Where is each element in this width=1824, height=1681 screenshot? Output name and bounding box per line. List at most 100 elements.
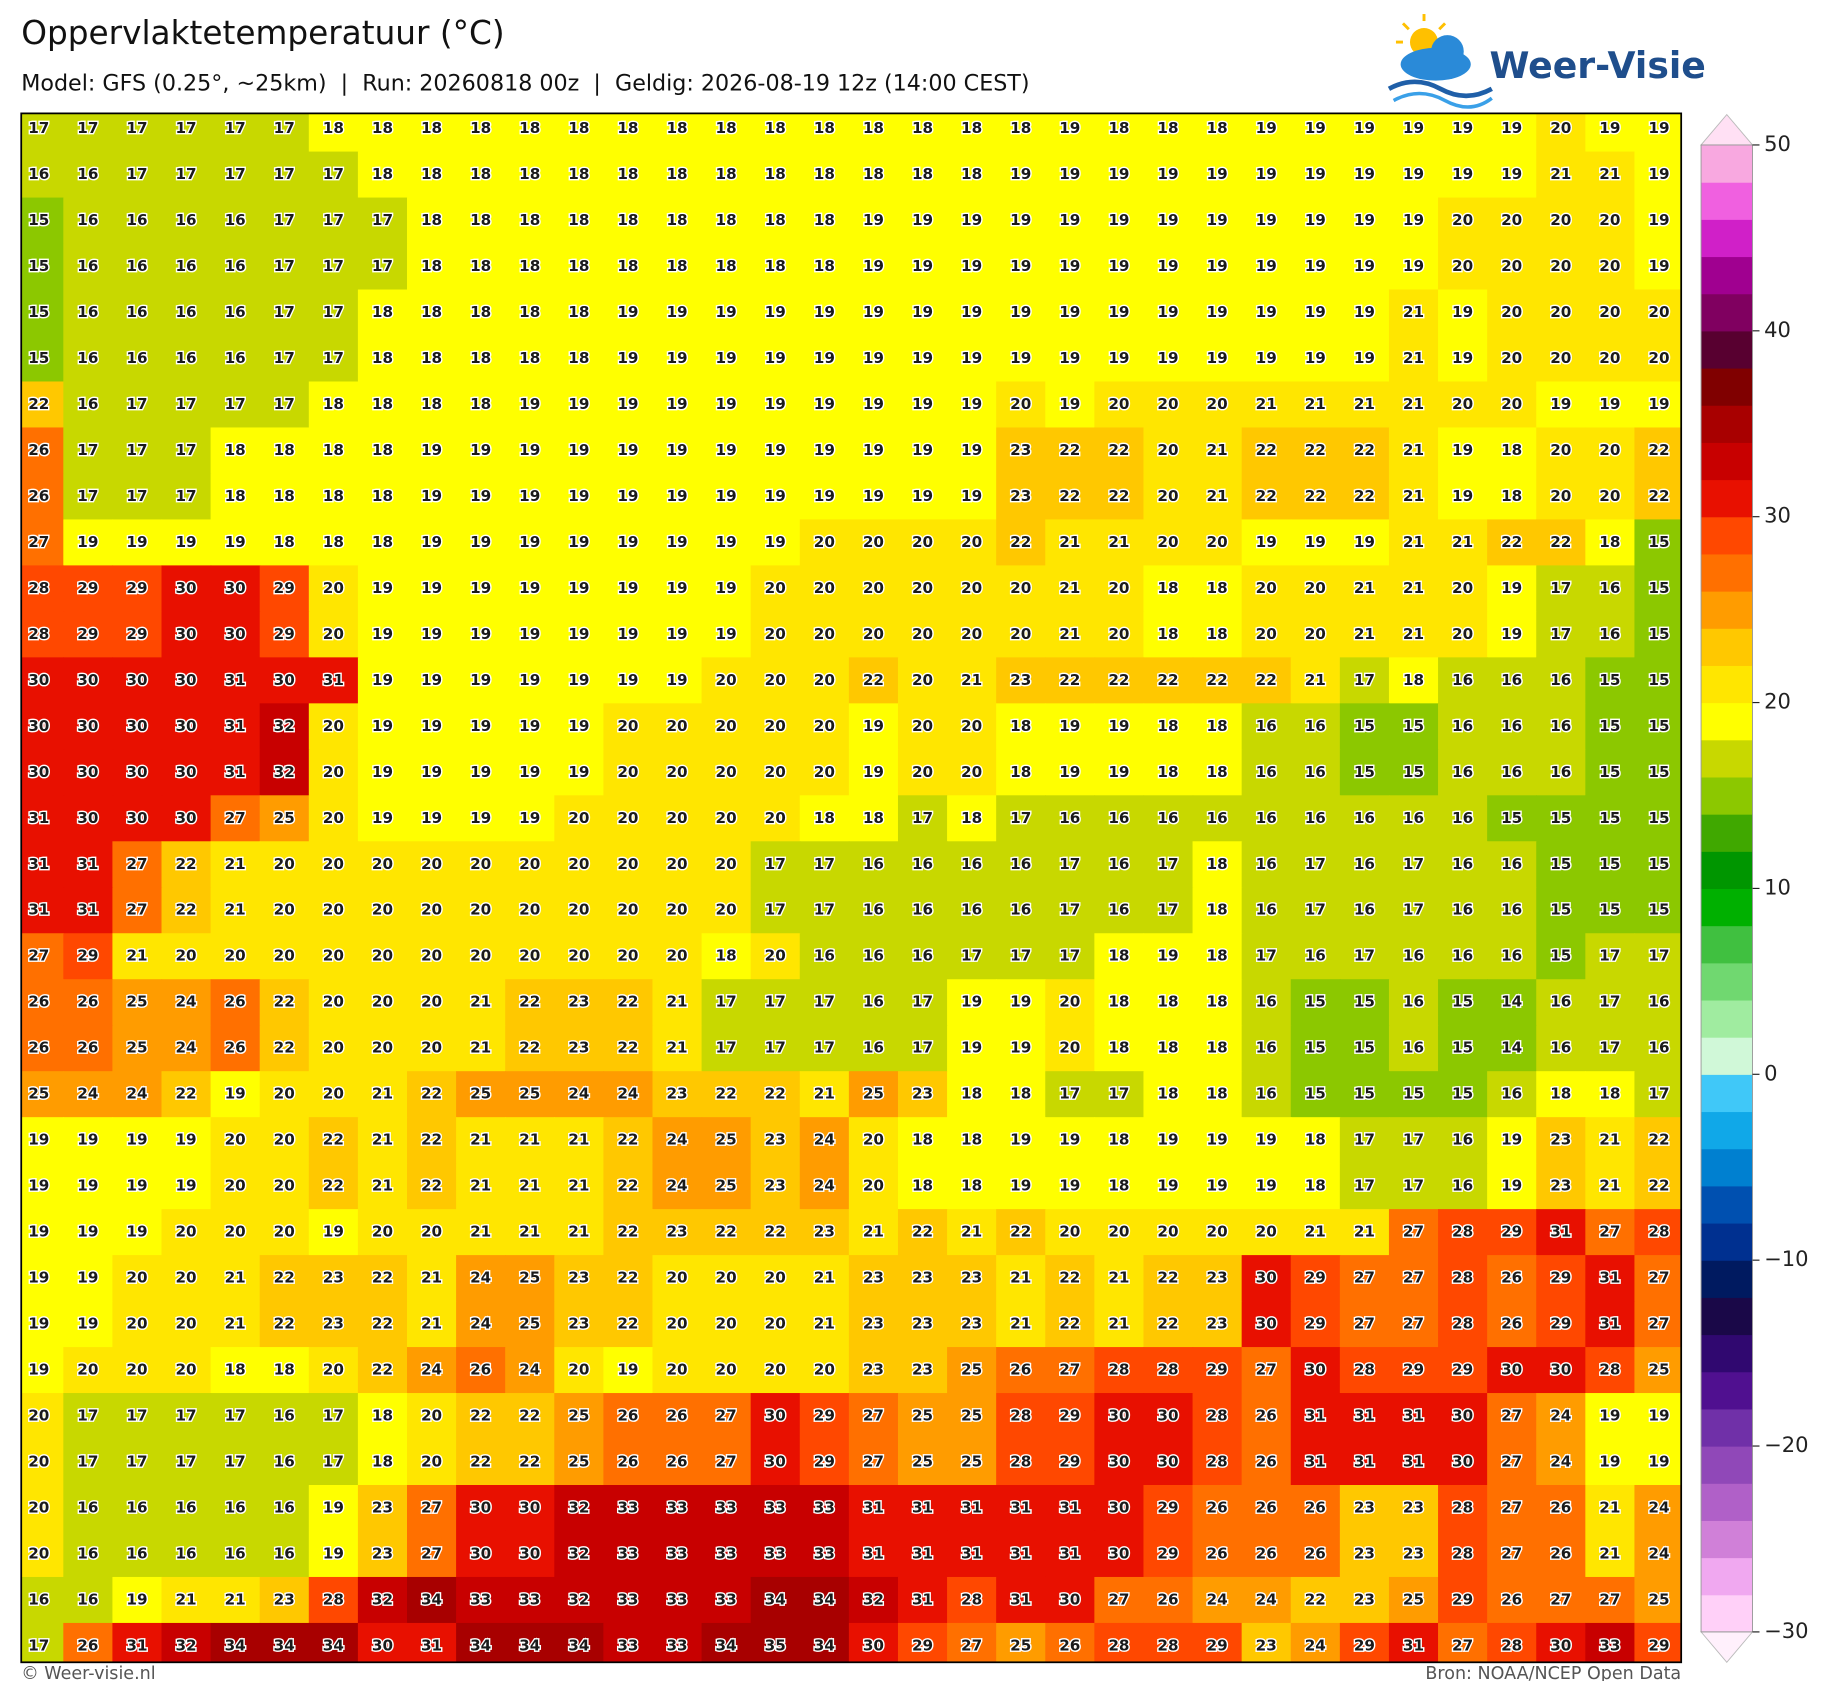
temp-cell — [63, 979, 114, 1026]
temp-label: 18 — [372, 533, 393, 551]
temp-label: 30 — [126, 717, 147, 735]
temp-label: 25 — [1010, 1636, 1031, 1654]
temp-cell — [848, 151, 899, 199]
temp-cell — [1634, 335, 1682, 383]
temp-label: 16 — [274, 1544, 295, 1562]
temp-label: 19 — [421, 717, 442, 735]
temp-cell — [161, 381, 212, 429]
temp-label: 20 — [323, 1361, 344, 1379]
temp-label: 19 — [1648, 1407, 1669, 1425]
temp-cell — [357, 1163, 408, 1210]
temp-cell — [406, 979, 457, 1026]
temp-cell — [897, 1071, 948, 1118]
temp-cell — [1438, 197, 1488, 245]
temp-label: 17 — [372, 211, 393, 229]
temp-cell — [505, 749, 555, 797]
temp-cell — [996, 151, 1046, 199]
temp-cell — [652, 1071, 703, 1118]
temp-label: 19 — [1305, 119, 1326, 137]
temp-label: 21 — [666, 993, 687, 1011]
temp-label: 19 — [961, 349, 982, 367]
temp-cell — [1388, 427, 1439, 475]
temp-label: 22 — [863, 671, 884, 689]
temp-label: 16 — [77, 349, 98, 367]
temp-cell — [603, 1071, 654, 1118]
temp-label: 17 — [1059, 947, 1080, 965]
temp-cell — [652, 933, 703, 980]
temp-label: 22 — [1059, 441, 1080, 459]
temp-cell — [1339, 1209, 1390, 1256]
temp-cell — [603, 703, 654, 751]
temp-label: 21 — [1599, 1177, 1620, 1195]
temp-label: 18 — [617, 165, 638, 183]
temp-cell — [456, 887, 506, 934]
temp-label: 21 — [1305, 395, 1326, 413]
temp-cell — [505, 565, 555, 613]
temp-label: 18 — [1108, 993, 1129, 1011]
temp-cell — [848, 381, 899, 429]
temp-cell — [505, 1025, 555, 1072]
temp-label: 20 — [421, 855, 442, 873]
temp-cell — [63, 1301, 114, 1348]
temp-cell — [308, 427, 359, 475]
temp-label: 18 — [519, 349, 540, 367]
temp-label: 16 — [1452, 763, 1473, 781]
temp-cell — [1388, 519, 1439, 567]
temp-cell — [947, 243, 997, 291]
temp-label: 19 — [1305, 349, 1326, 367]
temp-label: 30 — [1452, 1453, 1473, 1471]
temp-label: 16 — [1599, 579, 1620, 597]
temp-label: 18 — [274, 1361, 295, 1379]
temp-label: 15 — [1599, 717, 1620, 735]
temp-cell — [357, 113, 408, 153]
temp-label: 18 — [1207, 1039, 1228, 1057]
temp-label: 17 — [1550, 625, 1571, 643]
temp-cell — [1487, 519, 1537, 567]
temp-cell — [456, 1163, 506, 1210]
temp-label: 17 — [1354, 947, 1375, 965]
temp-label: 16 — [225, 349, 246, 367]
temp-cell — [1388, 565, 1439, 613]
temp-cell — [1192, 473, 1243, 521]
temp-label: 31 — [912, 1498, 933, 1516]
temp-label: 19 — [1207, 211, 1228, 229]
temp-label: 19 — [1157, 165, 1178, 183]
temp-cell — [1536, 1255, 1587, 1302]
temp-label: 21 — [126, 947, 147, 965]
temp-cell — [63, 519, 114, 567]
temp-label: 17 — [175, 1407, 196, 1425]
temp-label: 17 — [274, 119, 295, 137]
temp-cell — [996, 1255, 1046, 1302]
temp-label: 30 — [274, 671, 295, 689]
temp-cell — [1339, 113, 1390, 153]
temp-label: 20 — [863, 1177, 884, 1195]
temp-cell — [1192, 113, 1243, 153]
temp-cell — [996, 1301, 1046, 1348]
temp-label: 17 — [274, 211, 295, 229]
temp-cell — [897, 657, 948, 705]
temp-label: 27 — [28, 533, 49, 551]
temp-cell — [1045, 611, 1096, 659]
temp-cell — [1536, 1117, 1587, 1164]
temp-label: 17 — [1403, 1177, 1424, 1195]
temp-label: 21 — [1599, 1498, 1620, 1516]
temp-label: 17 — [175, 395, 196, 413]
temp-cell — [1045, 703, 1096, 751]
temp-cell — [1241, 1071, 1292, 1118]
temp-cell — [161, 749, 212, 797]
temp-cell — [848, 1301, 899, 1348]
temp-label: 19 — [961, 257, 982, 275]
temp-cell — [1585, 611, 1636, 659]
temp-label: 19 — [519, 533, 540, 551]
temp-cell — [210, 335, 261, 383]
temp-cell — [947, 1209, 997, 1256]
temp-label: 17 — [77, 1407, 98, 1425]
temp-label: 25 — [912, 1407, 933, 1425]
temp-label: 18 — [1599, 1085, 1620, 1103]
temp-label: 21 — [1403, 349, 1424, 367]
temp-cell — [1192, 1163, 1243, 1210]
temp-cell — [799, 1025, 850, 1072]
temp-cell — [897, 243, 948, 291]
temp-label: 19 — [421, 763, 442, 781]
temp-cell — [1388, 1025, 1439, 1072]
